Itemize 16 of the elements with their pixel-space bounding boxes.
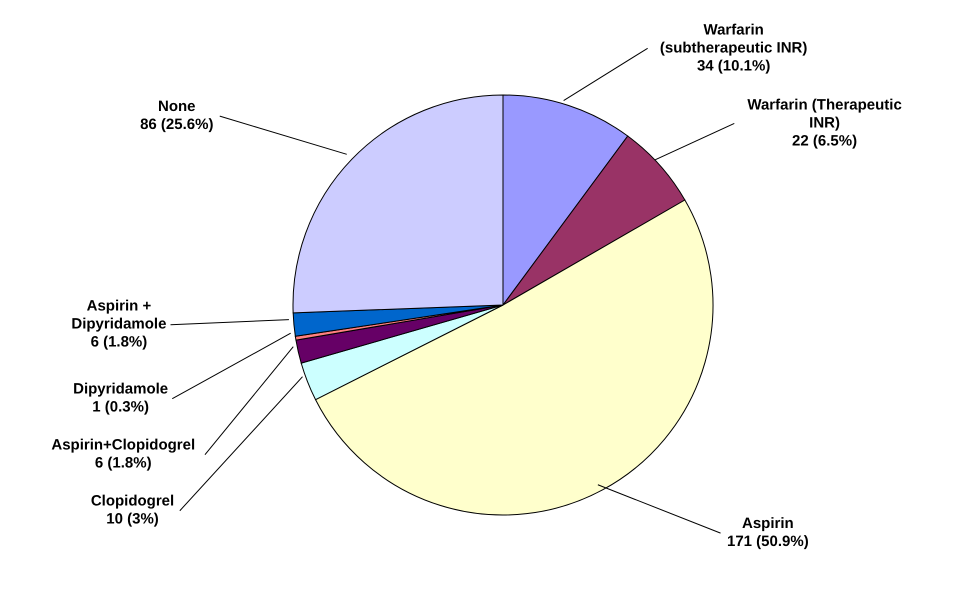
data-label: 86 (25.6%) bbox=[140, 116, 214, 134]
slice-label: Dipyridamole bbox=[73, 380, 168, 398]
data-label: 22 (6.5%) bbox=[792, 132, 858, 150]
data-label: 6 (1.8%) bbox=[94, 454, 152, 472]
data-label: 171 (50.9%) bbox=[727, 533, 809, 550]
data-label: 1 (0.3%) bbox=[92, 398, 149, 416]
slice-label: None bbox=[158, 98, 196, 116]
slice-label: Warfarin (subtherapeutic INR) bbox=[660, 21, 808, 56]
slice-label: Aspirin+Clopidogrel bbox=[51, 436, 196, 454]
data-label: 34 (10.1%) bbox=[696, 57, 770, 74]
slice-label: Aspirin bbox=[742, 515, 794, 532]
data-label: 6 (1.8%) bbox=[90, 334, 148, 351]
slice-label: Aspirin + Dipyridamole bbox=[71, 298, 166, 333]
slice-label: Clopidogrel bbox=[90, 492, 174, 510]
slice-label: Warfarin (Therapeutic INR) bbox=[747, 96, 902, 132]
data-label: 10 (3%) bbox=[106, 510, 159, 528]
